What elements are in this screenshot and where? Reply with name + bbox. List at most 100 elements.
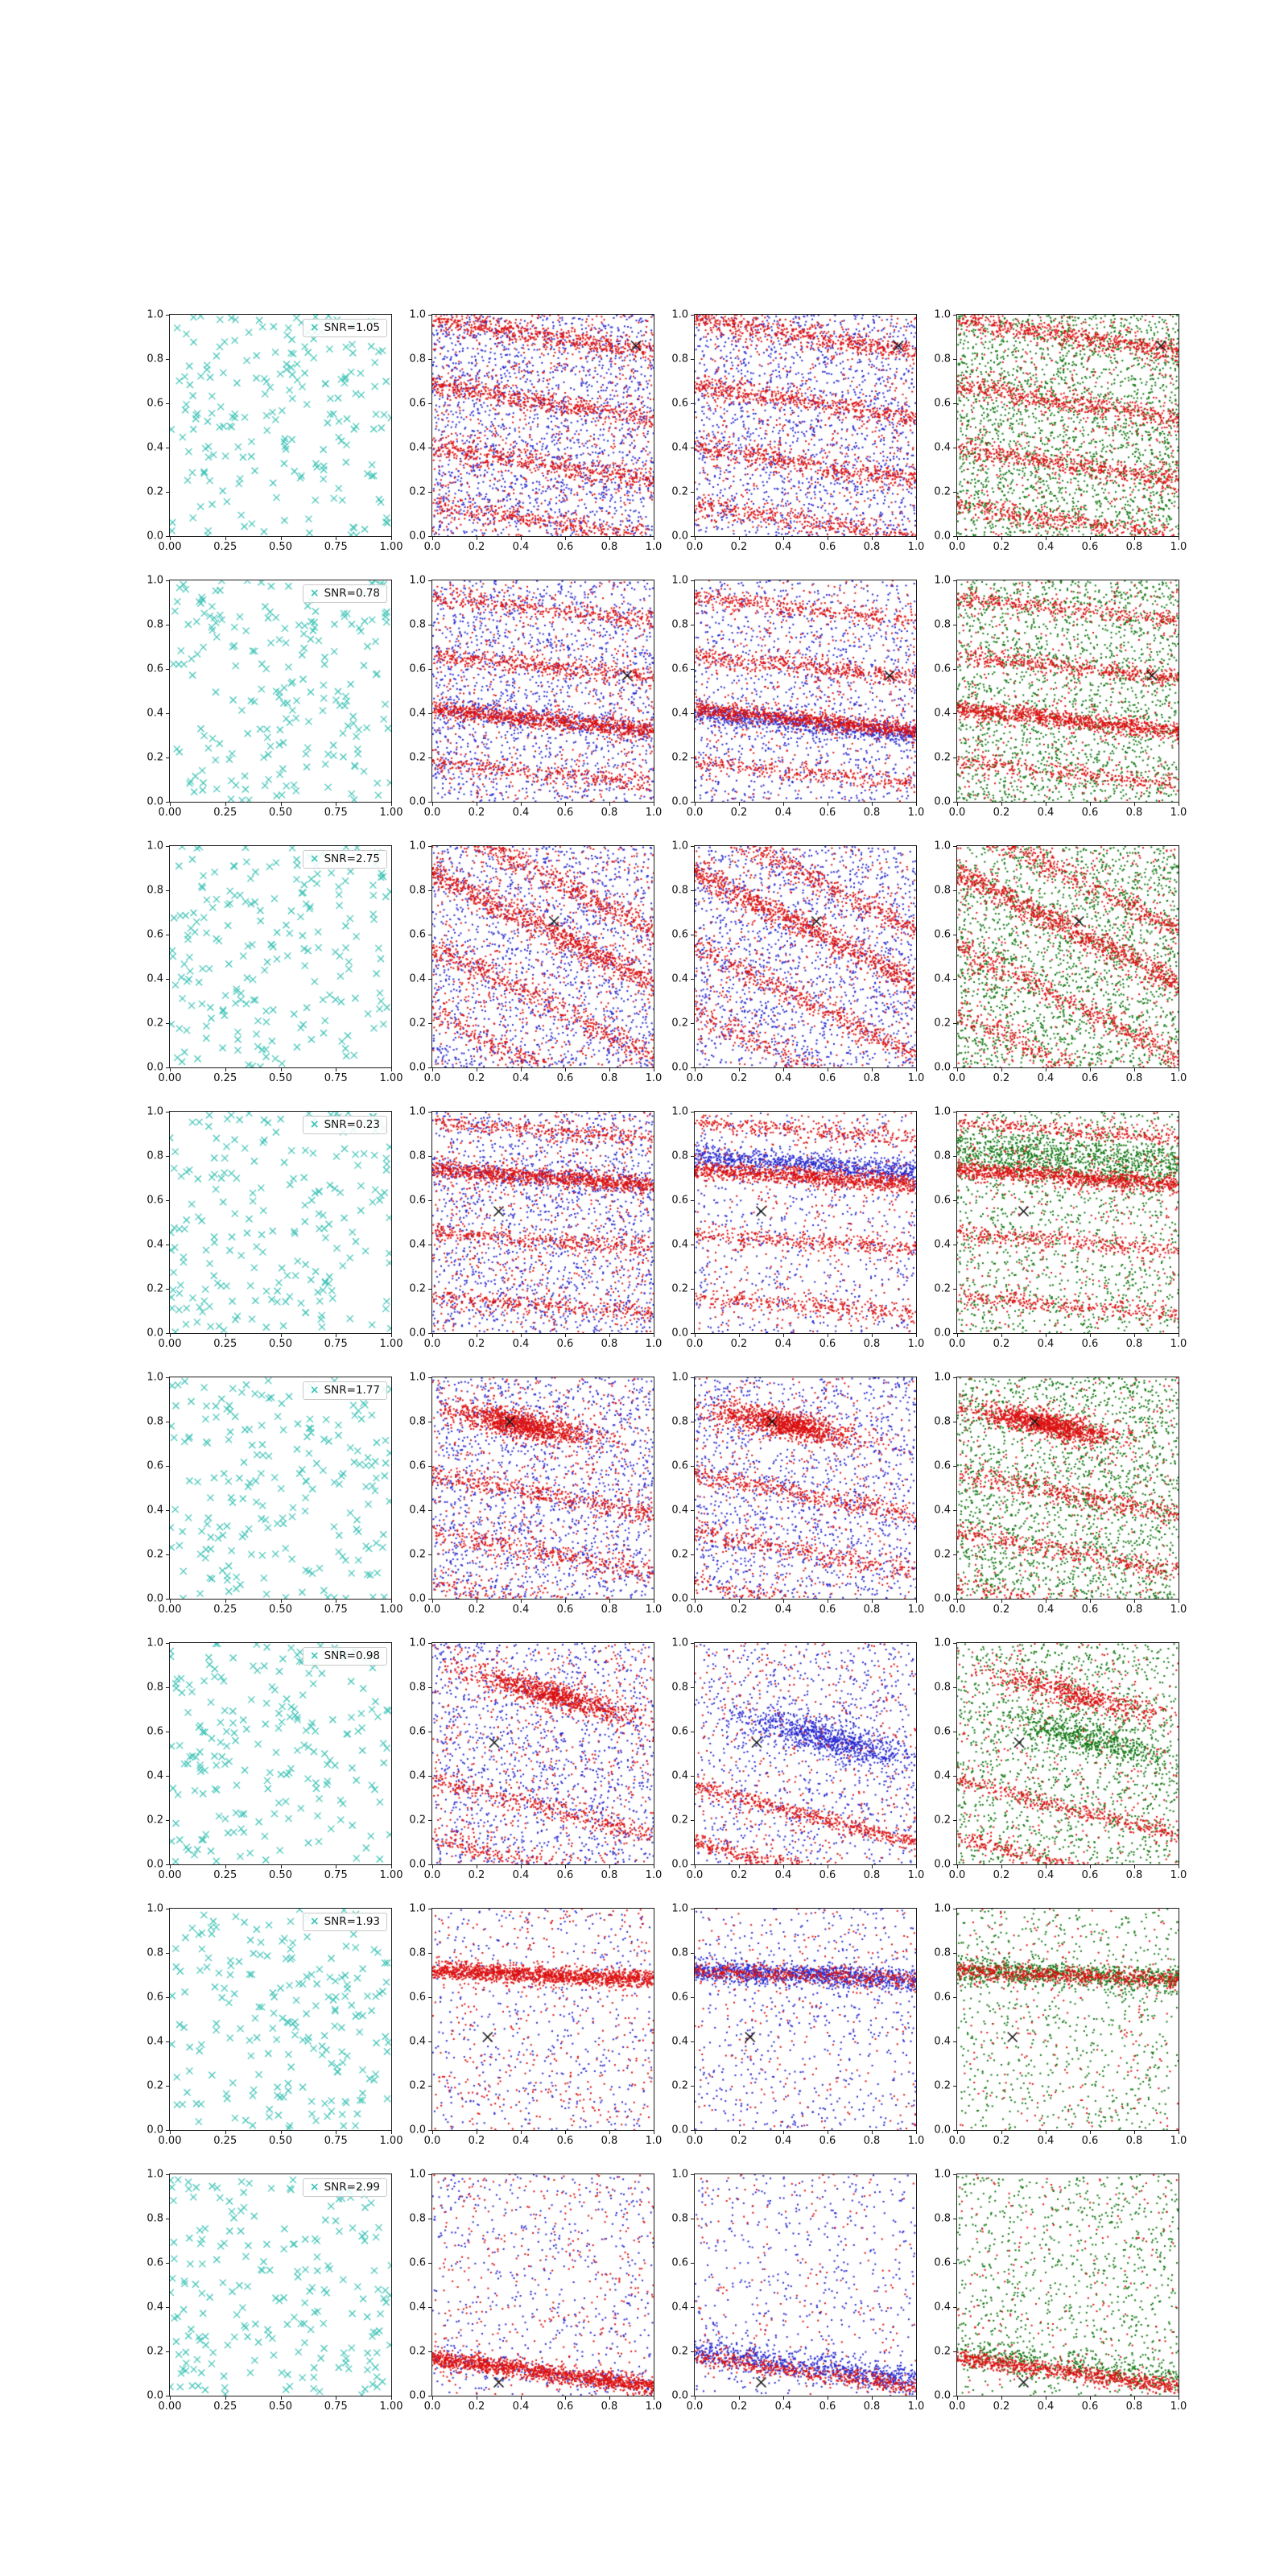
x-tick-mark	[739, 2396, 740, 2400]
x-tick-mark	[565, 803, 566, 806]
y-tick-mark	[691, 403, 694, 404]
x-tick-mark	[957, 803, 958, 806]
y-tick-mark	[166, 890, 169, 891]
y-tick-mark	[428, 979, 431, 980]
x-marker-icon: ×	[309, 1915, 320, 1928]
x-tick-label: 1.00	[379, 1072, 403, 1084]
y-tick-label: 1.0	[671, 574, 688, 587]
y-tick-label: 1.0	[409, 1902, 426, 1915]
x-tick-label: 0.8	[601, 1072, 618, 1084]
snr-legend: × SNR=0.23	[302, 1116, 387, 1134]
y-tick-mark	[428, 890, 431, 891]
y-tick-label: 0.8	[147, 353, 163, 365]
x-tick-mark	[1090, 1068, 1091, 1071]
y-tick-label: 0.8	[934, 1681, 951, 1694]
x-tick-mark	[916, 2131, 917, 2134]
y-tick-label: 0.6	[934, 1459, 951, 1472]
y-tick-label: 0.2	[409, 751, 426, 764]
y-tick-label: 0.0	[671, 530, 688, 543]
y-tick-label: 0.0	[409, 530, 426, 543]
y-tick-mark	[428, 1289, 431, 1290]
y-tick-label: 0.4	[409, 2035, 426, 2048]
y-tick-label: 0.0	[147, 1061, 163, 1074]
plot-area	[957, 1112, 1179, 1333]
y-tick-label: 0.6	[147, 1991, 163, 2004]
y-tick-label: 0.6	[934, 397, 951, 410]
x-tick-mark	[872, 803, 873, 806]
x-tick-mark	[432, 2131, 433, 2134]
y-tick-label: 0.4	[409, 707, 426, 720]
x-tick-mark	[432, 1600, 433, 1603]
x-tick-mark	[1001, 2131, 1002, 2134]
x-tick-mark	[391, 1600, 392, 1603]
y-tick-label: 1.0	[147, 1105, 163, 1118]
x-tick-mark	[170, 1334, 171, 1337]
scatter-panel-r3c4: 0.0 0.2 0.4 0.6 0.8 1.0 0.0 0.2 0.4 0.6 0.8 1.0	[934, 841, 1187, 1084]
snr-legend: × SNR=1.93	[302, 1913, 387, 1931]
x-tick-label: 1.0	[1170, 1604, 1187, 1616]
y-tick-label: 0.2	[147, 751, 163, 764]
y-tick-label: 0.2	[671, 1814, 688, 1827]
x-tick-label: 0.6	[819, 1604, 836, 1616]
y-tick-label: 1.0	[671, 2168, 688, 2181]
y-tick-mark	[953, 2263, 956, 2264]
y-tick-mark	[166, 1820, 169, 1821]
y-tick-mark	[166, 1156, 169, 1157]
y-tick-label: 0.2	[934, 751, 951, 764]
x-tick-label: 0.2	[993, 1869, 1010, 1881]
x-tick-mark	[565, 1334, 566, 1337]
plot-area	[695, 846, 916, 1067]
x-tick-label: 1.0	[645, 2135, 663, 2147]
x-tick-label: 0.0	[423, 1869, 441, 1881]
snr-label: SNR=0.23	[324, 1118, 380, 1132]
x-tick-label: 0.6	[1081, 2135, 1099, 2147]
x-tick-label: 0.4	[774, 1072, 792, 1084]
y-tick-mark	[691, 315, 694, 316]
plot-area	[170, 1909, 391, 2130]
x-tick-label: 1.0	[645, 541, 663, 553]
y-tick-mark	[691, 1554, 694, 1555]
x-tick-mark	[432, 1865, 433, 1868]
x-tick-label: 0.8	[863, 1869, 881, 1881]
x-tick-label: 0.4	[774, 541, 792, 553]
x-tick-label: 0.8	[1125, 2135, 1143, 2147]
plot-area	[695, 580, 916, 802]
x-tick-label: 0.8	[863, 1338, 881, 1350]
y-tick-mark	[428, 2351, 431, 2352]
x-tick-mark	[695, 1068, 696, 1071]
y-tick-mark	[428, 1067, 431, 1068]
x-tick-mark	[225, 1600, 226, 1603]
x-tick-mark	[695, 2396, 696, 2400]
y-tick-mark	[953, 669, 956, 670]
y-tick-mark	[166, 802, 169, 803]
y-tick-mark	[428, 1820, 431, 1821]
x-tick-label: 0.2	[993, 541, 1010, 553]
x-tick-label: 0.4	[1037, 541, 1055, 553]
x-tick-label: 0.2	[993, 1604, 1010, 1616]
y-tick-label: 0.0	[934, 795, 951, 808]
x-tick-label: 0.25	[213, 1869, 237, 1881]
x-tick-mark	[872, 537, 873, 540]
scatter-panel-r2c3: 0.0 0.2 0.4 0.6 0.8 1.0 0.0 0.2 0.4 0.6 0.8 1.0	[671, 576, 924, 819]
snr-label: SNR=1.05	[324, 321, 380, 335]
x-tick-mark	[609, 803, 610, 806]
x-tick-mark	[432, 1334, 433, 1337]
y-tick-mark	[166, 1953, 169, 1954]
y-tick-mark	[166, 1466, 169, 1467]
y-tick-label: 0.6	[409, 1459, 426, 1472]
x-tick-label: 0.25	[213, 1604, 237, 1616]
x-tick-mark	[170, 537, 171, 540]
x-tick-label: 0.75	[324, 1604, 348, 1616]
y-tick-label: 0.2	[147, 1282, 163, 1295]
y-tick-mark	[428, 1997, 431, 1998]
x-tick-label: 1.0	[1170, 807, 1187, 819]
y-tick-label: 0.4	[409, 972, 426, 985]
x-tick-mark	[872, 2131, 873, 2134]
y-tick-label: 0.8	[147, 1946, 163, 1959]
scatter-panel-r6c4: 0.0 0.2 0.4 0.6 0.8 1.0 0.0 0.2 0.4 0.6 0.8 1.0	[934, 1638, 1187, 1881]
x-tick-mark	[783, 1865, 784, 1868]
x-tick-label: 0.50	[269, 541, 292, 553]
plot-area	[957, 1377, 1179, 1599]
x-tick-label: 0.2	[468, 1604, 485, 1616]
x-tick-label: 0.4	[512, 2401, 530, 2413]
